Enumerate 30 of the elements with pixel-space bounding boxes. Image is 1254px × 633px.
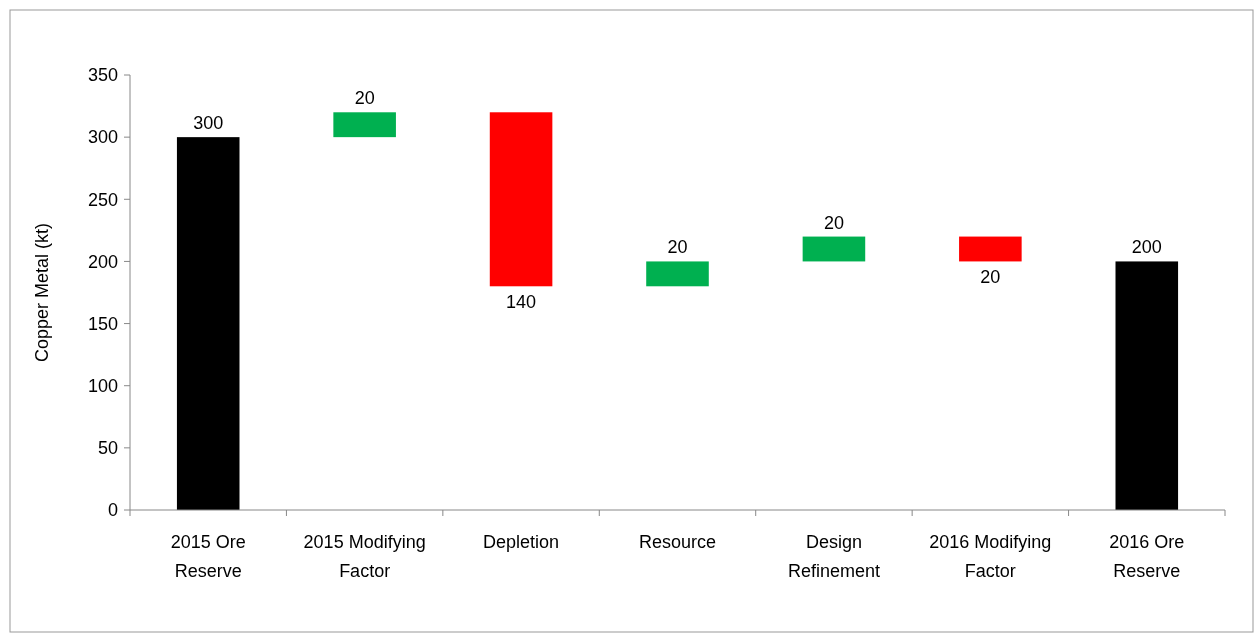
data-label: 140 xyxy=(506,292,537,313)
bar xyxy=(802,236,866,262)
data-label: 20 xyxy=(354,88,375,109)
y-tick-label: 100 xyxy=(87,376,118,397)
x-tick-label: Depletion xyxy=(483,532,560,552)
data-label: 20 xyxy=(823,212,844,233)
y-tick-label: 150 xyxy=(87,313,118,334)
data-label: 20 xyxy=(667,237,688,258)
x-tick-label: Resource xyxy=(638,532,717,552)
x-tick-label: 2015 Ore Reserve xyxy=(170,532,246,581)
data-label: 300 xyxy=(193,113,224,134)
y-tick-label: 250 xyxy=(87,189,118,210)
y-tick-label: 200 xyxy=(87,251,118,272)
bar xyxy=(489,112,553,287)
bar xyxy=(1115,261,1179,510)
y-tick-label: 50 xyxy=(97,438,118,459)
y-tick-label: 300 xyxy=(87,127,118,148)
y-tick-label: 0 xyxy=(107,500,118,521)
x-tick-label: 2016 Modifying Factor xyxy=(929,532,1052,581)
y-axis-title: Copper Metal (kt) xyxy=(32,222,52,363)
bar xyxy=(959,236,1022,262)
data-label: 200 xyxy=(1131,237,1162,258)
bar xyxy=(176,137,240,510)
x-tick-label: 2015 Modifying Factor xyxy=(303,532,426,581)
data-label: 20 xyxy=(980,267,1001,288)
bar xyxy=(646,261,709,287)
y-tick-label: 350 xyxy=(87,65,118,86)
x-tick-label: Design Refinement xyxy=(787,532,880,581)
x-tick-label: 2016 Ore Reserve xyxy=(1109,532,1185,581)
bar xyxy=(333,112,396,138)
